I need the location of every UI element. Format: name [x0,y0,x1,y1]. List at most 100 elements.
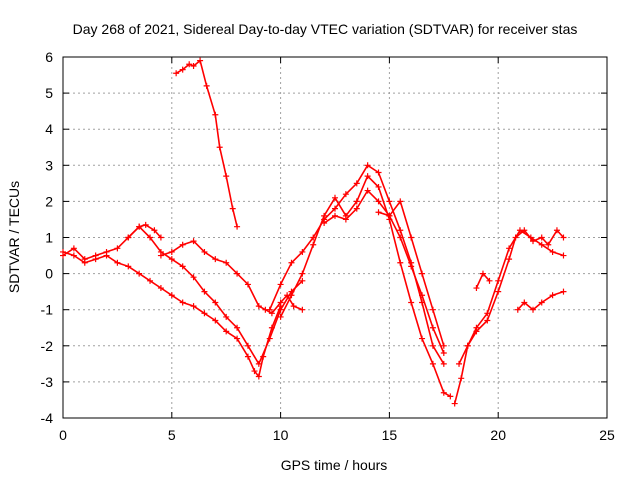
series-track-2 [157,238,306,317]
data-point [212,256,219,263]
data-point [538,241,545,248]
data-point [321,212,328,219]
data-point [136,270,143,277]
x-tick-label: 15 [382,427,398,443]
data-point [419,270,426,277]
data-point [364,162,371,169]
data-point [125,263,132,270]
data-point [486,277,493,284]
data-point [456,360,463,367]
data-point [234,324,241,331]
data-point [223,313,230,320]
series-track-7 [277,173,454,400]
data-point [364,173,371,180]
data-point [538,234,545,241]
data-point [223,259,230,266]
data-point [125,234,132,241]
y-tick-label: 6 [45,49,53,65]
data-point [386,198,393,205]
data-point [353,205,360,212]
data-point [375,169,382,176]
tick-labels: 0 5 10 15 20 25 -4 -3 -2 -1 0 1 2 3 4 5 6 [41,49,615,443]
data-point [514,306,521,313]
data-point [179,66,186,73]
x-tick-label: 20 [490,427,506,443]
y-tick-label: -3 [41,374,54,390]
data-point [447,393,454,400]
y-tick-label: -4 [41,410,54,426]
x-axis-label: GPS time / hours [281,457,388,473]
data-point [560,234,567,241]
data-point [190,63,197,70]
data-point [549,248,556,255]
data-point [266,335,273,342]
data-point [560,252,567,259]
data-point [244,281,251,288]
data-point [429,360,436,367]
data-point [473,328,480,335]
data-point [168,256,175,263]
data-point [375,198,382,205]
data-point [429,306,436,313]
data-point [157,234,164,241]
y-tick-label: -2 [41,338,54,354]
grid-lines [63,57,607,418]
data-point [197,57,204,64]
data-point [114,245,121,252]
data-point [70,245,77,252]
series-track-8 [321,187,447,357]
data-point [201,310,208,317]
data-point [364,187,371,194]
x-tick-label: 0 [59,427,67,443]
data-point [255,360,262,367]
series-line [62,224,162,260]
y-tick-label: 4 [45,121,53,137]
data-point [545,241,552,248]
data-point [530,306,537,313]
data-point [397,198,404,205]
data-point [342,191,349,198]
data-point [506,245,513,252]
data-point [234,335,241,342]
data-point [479,270,486,277]
data-point [216,144,223,151]
data-point [458,375,465,382]
data-point [290,303,297,310]
y-axis-label: SDTVAR / TECUs [6,181,22,293]
data-point [277,281,284,288]
data-point [142,221,149,228]
data-point [512,234,519,241]
data-point [255,303,262,310]
data-point [419,292,426,299]
data-point [440,350,447,357]
data-point [229,205,236,212]
data-point [332,194,338,201]
series-track-12 [473,270,493,292]
data-point [147,277,154,284]
y-tick-label: 2 [45,193,53,209]
axis-ticks [62,56,608,419]
series-track-5 [125,223,306,367]
data-point [375,209,382,216]
data-point [397,234,404,241]
data-point [408,234,415,241]
data-point [168,248,175,255]
data-point [277,313,284,320]
series-track-11 [456,227,567,367]
data-point [451,400,458,407]
data-point [212,299,219,306]
data-point [530,238,537,245]
data-point [386,212,393,219]
data-point [179,241,186,248]
data-point [266,306,273,313]
data-point [429,324,436,331]
series-track-10 [451,227,567,407]
data-point [190,303,197,310]
data-point [321,220,328,227]
data-point [234,270,241,277]
data-point [288,292,295,299]
data-point [201,288,208,295]
data-point [147,234,154,241]
x-tick-label: 10 [273,427,289,443]
